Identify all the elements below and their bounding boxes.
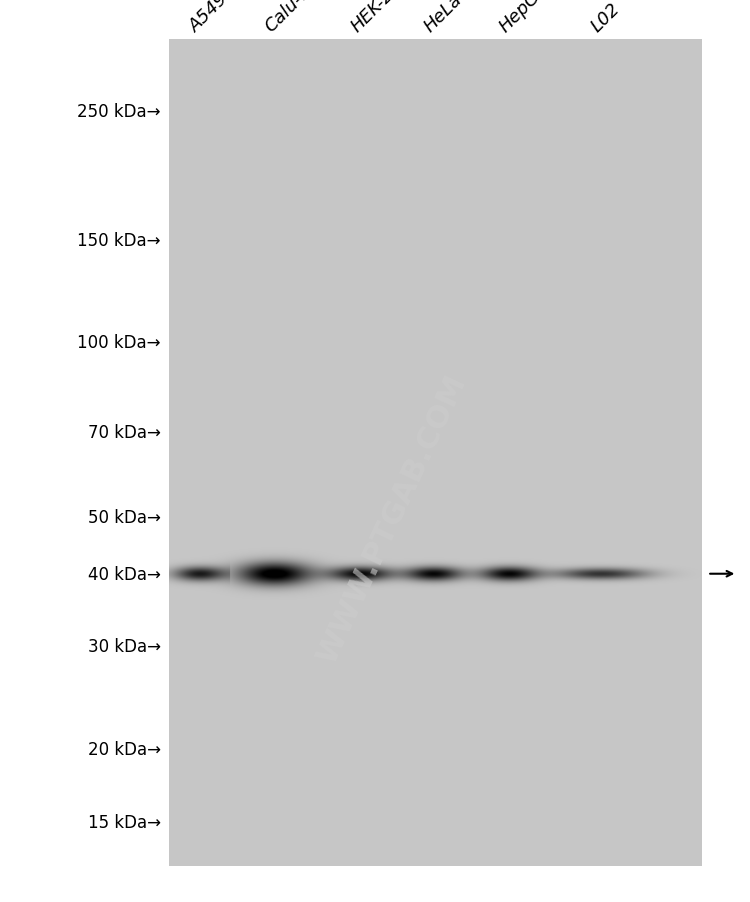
Text: WWW.PTGAB.COM: WWW.PTGAB.COM: [313, 371, 472, 668]
Text: L02: L02: [587, 0, 623, 35]
Text: 20 kDa→: 20 kDa→: [88, 741, 160, 758]
Text: 50 kDa→: 50 kDa→: [88, 509, 160, 527]
Text: 40 kDa→: 40 kDa→: [88, 565, 160, 583]
Text: 250 kDa→: 250 kDa→: [77, 103, 160, 121]
Bar: [169, 41, 701, 866]
Text: Calu-1: Calu-1: [261, 0, 315, 35]
Text: 30 kDa→: 30 kDa→: [88, 638, 160, 656]
Text: 100 kDa→: 100 kDa→: [77, 334, 160, 352]
Text: HEK-293: HEK-293: [347, 0, 414, 35]
Text: HeLa: HeLa: [421, 0, 466, 35]
Text: A549: A549: [186, 0, 232, 35]
Text: 70 kDa→: 70 kDa→: [88, 424, 160, 442]
Text: HepG2: HepG2: [496, 0, 552, 35]
Text: 15 kDa→: 15 kDa→: [88, 813, 160, 831]
Text: 150 kDa→: 150 kDa→: [77, 232, 160, 250]
